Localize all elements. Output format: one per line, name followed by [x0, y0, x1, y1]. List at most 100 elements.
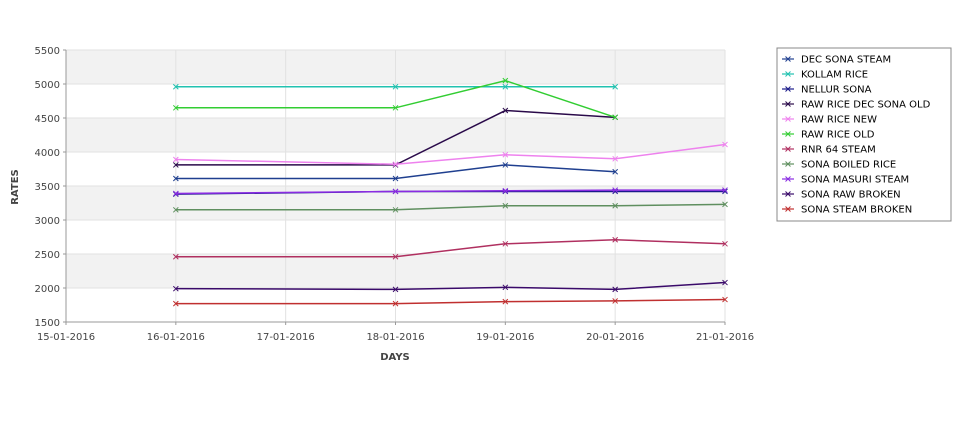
series-4 — [172, 141, 728, 168]
data-point — [612, 298, 619, 304]
data-point — [612, 286, 619, 293]
y-tick-label: 3500 — [35, 182, 60, 193]
legend-item: SONA RAW BROKEN — [782, 190, 901, 201]
legend-item: RNR 64 STEAM — [782, 145, 876, 156]
y-tick-label: 4000 — [35, 148, 60, 159]
series-10 — [172, 296, 728, 307]
data-point — [722, 141, 728, 148]
x-tick-label: 21-01-2016 — [696, 332, 754, 343]
legend-marker — [785, 176, 791, 182]
legend-marker — [785, 206, 791, 212]
data-point — [722, 187, 728, 193]
data-point — [502, 284, 509, 291]
y-tick-label: 5000 — [35, 80, 60, 91]
data-point — [722, 279, 728, 286]
series-line — [175, 109, 616, 166]
data-point — [172, 190, 179, 197]
legend-item: RAW RICE NEW — [782, 115, 877, 126]
y-tick-label: 5500 — [35, 46, 60, 57]
data-point — [392, 188, 399, 195]
data-point — [502, 202, 509, 209]
legend-item: SONA STEAM BROKEN — [782, 205, 912, 216]
legend-marker — [785, 86, 791, 92]
data-point — [392, 104, 399, 111]
data-point — [612, 187, 619, 193]
x-axis-ticks: 15-01-2016 16-01-2016 17-01-2016 18-01-2016… — [37, 322, 754, 343]
legend-box — [776, 47, 952, 222]
legend-item: SONA MASURI STEAM — [782, 175, 909, 186]
legend-marker — [785, 146, 791, 152]
data-point — [392, 161, 399, 168]
legend-label: RAW RICE DEC SONA OLD — [801, 100, 931, 111]
series-0 — [172, 162, 619, 182]
data-point — [172, 300, 179, 307]
series-8 — [172, 187, 728, 197]
series-1 — [172, 83, 619, 90]
legend-label: DEC SONA STEAM — [801, 55, 891, 66]
data-point — [502, 151, 509, 158]
legend-item: KOLLAM RICE — [782, 70, 868, 81]
series-9 — [172, 279, 728, 293]
series-line — [175, 79, 616, 119]
legend: DEC SONA STEAM KOLLAM RICE NELLUR SONA RAW … — [776, 47, 952, 222]
data-point — [392, 175, 399, 182]
data-point — [172, 253, 179, 260]
legend-marker — [785, 131, 791, 137]
x-tick-label: 18-01-2016 — [366, 332, 424, 343]
legend-label: SONA MASURI STEAM — [801, 175, 909, 186]
data-point — [392, 206, 399, 213]
x-tick-label: 17-01-2016 — [257, 332, 315, 343]
data-point — [172, 162, 179, 168]
data-point — [502, 77, 509, 84]
y-tick-label: 2000 — [35, 284, 60, 295]
data-point — [612, 168, 619, 175]
data-point — [722, 201, 728, 208]
legend-label: RAW RICE OLD — [801, 130, 875, 141]
y-tick-label: 4500 — [35, 114, 60, 125]
data-point — [612, 236, 619, 243]
data-point — [722, 296, 728, 303]
y-axis-ticks: 1500 2000 2500 3000 3500 4000 4500 5000 5500 — [35, 46, 66, 329]
legend-item: SONA BOILED RICE — [782, 160, 896, 171]
x-tick-label: 20-01-2016 — [586, 332, 644, 343]
series-6 — [172, 236, 728, 260]
legend-label: RAW RICE NEW — [801, 115, 877, 126]
legend-label: SONA BOILED RICE — [801, 160, 896, 171]
data-point — [612, 202, 619, 209]
legend-item: RAW RICE DEC SONA OLD — [782, 100, 931, 111]
data-point — [392, 300, 399, 307]
legend-label: SONA RAW BROKEN — [801, 190, 901, 201]
data-point — [172, 156, 179, 163]
data-point — [612, 83, 619, 90]
legend-marker — [785, 71, 791, 77]
legend-marker — [785, 191, 791, 197]
data-point — [172, 175, 179, 182]
y-tick-label: 2500 — [35, 250, 60, 261]
data-point — [502, 107, 509, 114]
x-axis-title: DAYS — [380, 352, 410, 363]
data-point — [722, 240, 728, 247]
series-7 — [172, 201, 728, 213]
legend-label: KOLLAM RICE — [801, 70, 868, 81]
data-point — [172, 104, 179, 111]
data-point — [502, 298, 509, 305]
data-point — [502, 162, 509, 168]
legend-marker — [785, 161, 791, 167]
legend-label: NELLUR SONA — [801, 85, 872, 96]
data-point — [502, 187, 509, 194]
data-point — [612, 155, 619, 162]
data-point — [172, 206, 179, 213]
data-point — [502, 83, 509, 90]
legend-marker — [785, 101, 791, 107]
data-point — [392, 83, 399, 90]
legend-label: RNR 64 STEAM — [801, 145, 876, 156]
data-point — [502, 240, 509, 247]
legend-item: DEC SONA STEAM — [782, 55, 891, 66]
x-tick-label: 16-01-2016 — [147, 332, 205, 343]
legend-item: RAW RICE OLD — [782, 130, 875, 141]
series-line — [175, 164, 616, 180]
data-point — [612, 114, 619, 121]
x-tick-label: 15-01-2016 — [37, 332, 95, 343]
legend-marker — [785, 116, 791, 122]
